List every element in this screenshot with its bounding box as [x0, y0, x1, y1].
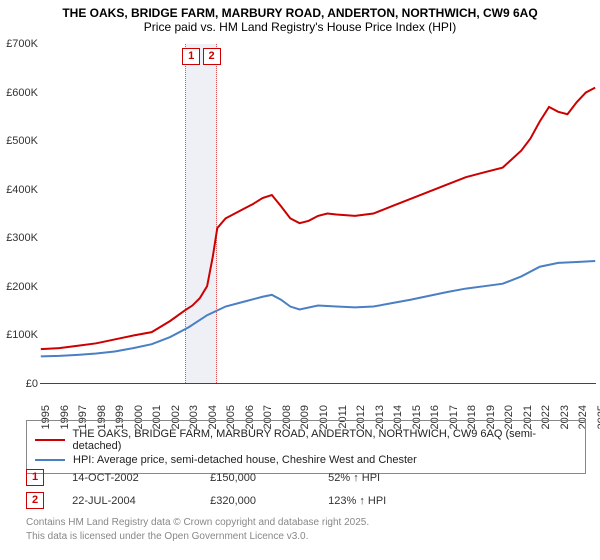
event-list: 1 14-OCT-2002 £150,000 52% ↑ HPI 2 22-JUL-200… — [26, 466, 586, 512]
event-date: 22-JUL-2004 — [72, 495, 182, 507]
y-tick-label: £100K — [0, 329, 38, 341]
chart-lines — [40, 44, 596, 383]
series-price_paid — [41, 88, 595, 350]
chart-marker-badge: 1 — [182, 48, 200, 65]
y-tick-label: £500K — [0, 135, 38, 147]
legend-label: HPI: Average price, semi-detached house,… — [73, 454, 417, 466]
chart-container: THE OAKS, BRIDGE FARM, MARBURY ROAD, AND… — [0, 0, 600, 560]
plot-area: £0£100K£200K£300K£400K£500K£600K£700K199… — [40, 44, 596, 384]
y-tick-label: £300K — [0, 232, 38, 244]
series-hpi — [41, 261, 595, 356]
legend-row: HPI: Average price, semi-detached house,… — [35, 453, 577, 467]
y-tick-label: £0 — [0, 378, 38, 390]
title-line-2: Price paid vs. HM Land Registry's House … — [8, 20, 592, 34]
chart-marker-badge: 2 — [203, 48, 221, 65]
legend-row: THE OAKS, BRIDGE FARM, MARBURY ROAD, AND… — [35, 427, 577, 453]
y-tick-label: £700K — [0, 38, 38, 50]
event-date: 14-OCT-2002 — [72, 472, 182, 484]
footer-attribution: Contains HM Land Registry data © Crown c… — [26, 516, 586, 543]
event-price: £320,000 — [210, 495, 300, 507]
chart-title: THE OAKS, BRIDGE FARM, MARBURY ROAD, AND… — [0, 0, 600, 38]
legend-label: THE OAKS, BRIDGE FARM, MARBURY ROAD, AND… — [73, 428, 577, 452]
y-tick-label: £400K — [0, 184, 38, 196]
event-badge: 1 — [26, 469, 44, 486]
x-tick-label: 2025 — [596, 405, 600, 429]
event-delta: 123% ↑ HPI — [328, 495, 386, 507]
event-row: 1 14-OCT-2002 £150,000 52% ↑ HPI — [26, 466, 586, 489]
legend-swatch — [35, 439, 65, 441]
event-row: 2 22-JUL-2004 £320,000 123% ↑ HPI — [26, 489, 586, 512]
y-tick-label: £200K — [0, 281, 38, 293]
footer-line-1: Contains HM Land Registry data © Crown c… — [26, 516, 586, 530]
event-badge: 2 — [26, 492, 44, 509]
y-tick-label: £600K — [0, 87, 38, 99]
legend-swatch — [35, 459, 65, 461]
event-delta: 52% ↑ HPI — [328, 472, 380, 484]
footer-line-2: This data is licensed under the Open Gov… — [26, 530, 586, 544]
title-line-1: THE OAKS, BRIDGE FARM, MARBURY ROAD, AND… — [8, 6, 592, 20]
event-price: £150,000 — [210, 472, 300, 484]
